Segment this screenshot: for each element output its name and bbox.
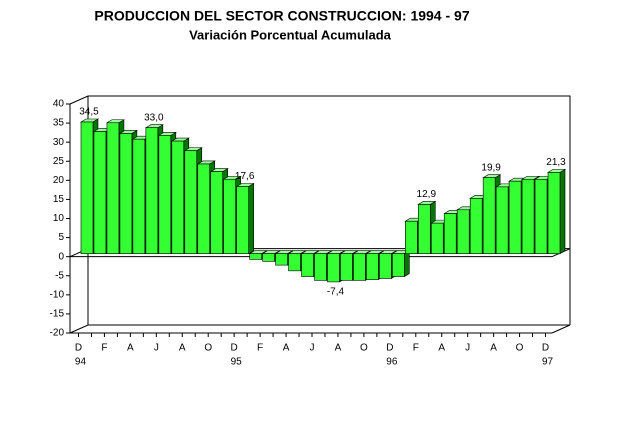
y-tick-label: -20 xyxy=(50,328,65,339)
chart-title: PRODUCCION DEL SECTOR CONSTRUCCION: 1994… xyxy=(94,8,469,24)
x-tick-label: F xyxy=(101,343,107,354)
bar xyxy=(379,253,392,279)
bar-side xyxy=(559,168,566,255)
x-tick-label: A xyxy=(490,343,497,354)
bar xyxy=(495,186,509,254)
bar xyxy=(145,127,159,254)
value-label: 17,6 xyxy=(235,171,255,182)
bar xyxy=(430,222,444,254)
y-tick-label: 30 xyxy=(53,137,65,148)
bar xyxy=(417,204,431,254)
bar xyxy=(547,172,561,254)
value-label: 34,5 xyxy=(79,107,99,118)
x-tick-label: J xyxy=(465,343,470,354)
bar xyxy=(353,253,366,281)
bar xyxy=(340,253,353,281)
bar xyxy=(482,177,496,254)
value-label: 21,3 xyxy=(546,157,566,168)
year-label: 97 xyxy=(542,357,554,368)
x-tick-label: O xyxy=(516,343,524,354)
bar xyxy=(301,253,314,277)
bar xyxy=(158,135,172,254)
bar xyxy=(456,209,470,254)
x-tick-label: F xyxy=(257,343,263,354)
x-tick-label: A xyxy=(179,343,186,354)
y-tick-label: 15 xyxy=(53,194,65,205)
y-tick-label: -15 xyxy=(50,309,65,320)
bar xyxy=(327,253,340,283)
x-tick-label: A xyxy=(438,343,445,354)
bar xyxy=(80,121,94,254)
bar xyxy=(405,220,418,254)
y-tick-label: -10 xyxy=(50,289,65,300)
value-label: 33,0 xyxy=(144,112,164,123)
bar xyxy=(508,180,522,254)
x-tick-label: D xyxy=(386,343,393,354)
x-tick-label: J xyxy=(154,343,159,354)
y-tick-label: 25 xyxy=(53,156,65,167)
bar xyxy=(223,178,236,254)
bar xyxy=(314,253,327,281)
x-tick-label: A xyxy=(127,343,134,354)
value-label: -7,4 xyxy=(327,287,345,298)
bar xyxy=(469,198,483,254)
x-tick-label: J xyxy=(310,343,315,354)
x-tick-label: A xyxy=(283,343,290,354)
bar xyxy=(210,171,224,254)
bar xyxy=(366,253,379,280)
bar xyxy=(392,253,405,277)
chart-subtitle: Variación Porcentual Acumulada xyxy=(189,27,392,42)
floor-back xyxy=(69,324,570,334)
x-tick-label: A xyxy=(335,343,342,354)
value-label: 19,9 xyxy=(481,162,501,173)
y-tick-label: 40 xyxy=(53,99,65,110)
year-label: 94 xyxy=(75,357,87,368)
bar xyxy=(249,253,262,260)
value-label: 12,9 xyxy=(417,189,437,200)
bar xyxy=(236,186,249,254)
bar xyxy=(184,150,198,254)
bar xyxy=(171,140,185,254)
y-tick-label: -5 xyxy=(55,270,64,281)
bar xyxy=(132,138,146,254)
year-label: 96 xyxy=(386,357,398,368)
bar xyxy=(93,131,107,254)
bar xyxy=(443,213,457,254)
bar xyxy=(288,253,301,272)
y-tick-label: 20 xyxy=(53,175,65,186)
x-tick-label: D xyxy=(75,343,82,354)
bar xyxy=(197,163,211,254)
year-label: 95 xyxy=(231,357,243,368)
x-tick-label: D xyxy=(231,343,238,354)
bar xyxy=(119,133,133,254)
y-tick-label: 0 xyxy=(58,251,64,262)
bar xyxy=(534,178,548,254)
bar xyxy=(521,178,535,254)
y-tick-label: 5 xyxy=(58,232,64,243)
x-tick-label: D xyxy=(542,343,549,354)
bar xyxy=(106,122,120,254)
bar xyxy=(275,253,288,266)
bar-side xyxy=(248,182,254,255)
x-tick-label: O xyxy=(204,343,212,354)
bar-side xyxy=(404,250,410,278)
bar xyxy=(262,253,275,262)
y-tick-label: 10 xyxy=(53,213,65,224)
back-wall xyxy=(69,95,571,325)
x-tick-label: O xyxy=(360,343,368,354)
floor-side xyxy=(551,324,571,334)
x-tick-label: F xyxy=(413,343,419,354)
y-tick-label: 35 xyxy=(53,118,65,129)
